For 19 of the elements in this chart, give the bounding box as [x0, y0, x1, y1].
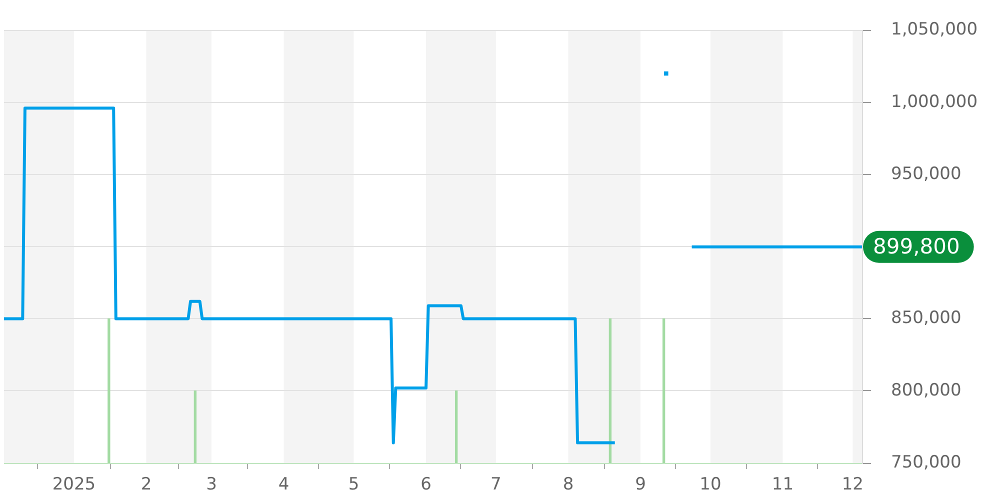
x-tick-label: 7: [490, 474, 502, 495]
y-tick-label: 850,000: [891, 308, 962, 328]
y-tick-label: 1,050,000: [891, 20, 978, 40]
y-tick-label: 800,000: [891, 380, 962, 400]
data-label: 899,800: [873, 234, 960, 258]
x-tick-label: 2: [140, 474, 152, 495]
x-tick-label: 5: [348, 474, 360, 495]
y-tick-label: 1,000,000: [891, 92, 978, 112]
x-tick-label: 10: [700, 474, 722, 495]
x-tick-label: 9: [635, 474, 646, 495]
y-tick-label: 950,000: [891, 164, 962, 184]
x-tick-label: 12: [842, 474, 864, 495]
x-tick-label: 3: [206, 474, 217, 495]
x-tick-label: 8: [562, 474, 574, 495]
x-tick-label: 4: [278, 474, 290, 495]
x-tick-label: 11: [772, 474, 794, 495]
x-tick-label: 6: [420, 474, 432, 495]
y-tick-label: 750,000: [891, 452, 962, 472]
x-tick-label: 2025: [52, 474, 96, 495]
